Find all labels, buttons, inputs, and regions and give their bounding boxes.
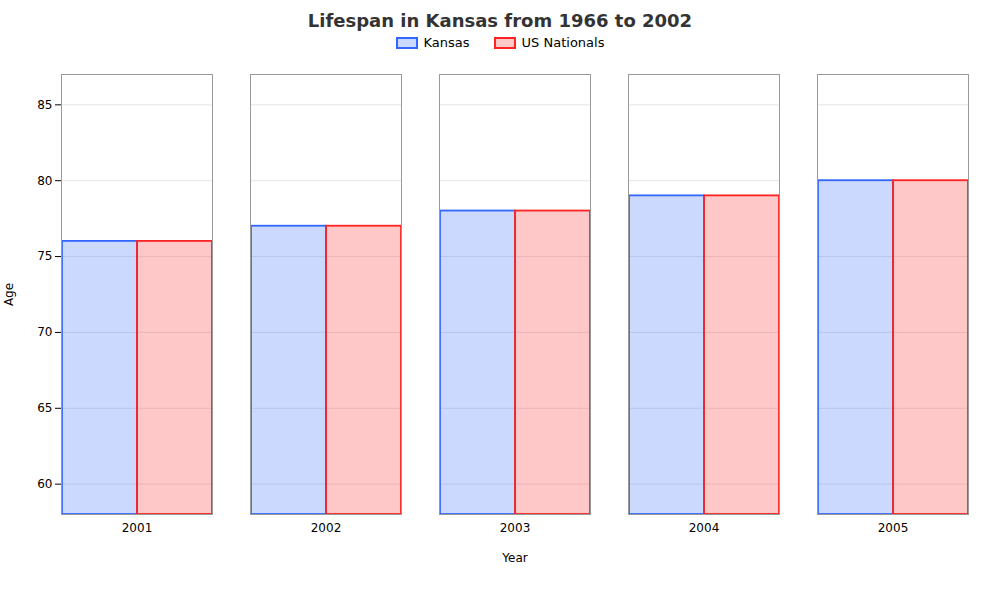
svg-text:70: 70 xyxy=(37,325,52,339)
svg-text:2001: 2001 xyxy=(122,521,153,535)
svg-text:2003: 2003 xyxy=(500,521,531,535)
svg-text:65: 65 xyxy=(37,401,52,415)
svg-text:Age: Age xyxy=(2,283,16,306)
svg-text:2004: 2004 xyxy=(689,521,720,535)
svg-text:2005: 2005 xyxy=(878,521,909,535)
html-text:Kansas: Kansas xyxy=(423,35,470,50)
svg-text:60: 60 xyxy=(37,477,52,491)
svg-text:80: 80 xyxy=(37,174,52,188)
svg-text:2002: 2002 xyxy=(311,521,342,535)
svg-text:85: 85 xyxy=(37,98,52,112)
html-text:Lifespan in Kansas from 1966 t: Lifespan in Kansas from 1966 to 2002 xyxy=(307,10,693,31)
svg-text:75: 75 xyxy=(37,249,52,263)
svg-text:Year: Year xyxy=(501,551,527,565)
html-text:US Nationals: US Nationals xyxy=(521,35,605,50)
